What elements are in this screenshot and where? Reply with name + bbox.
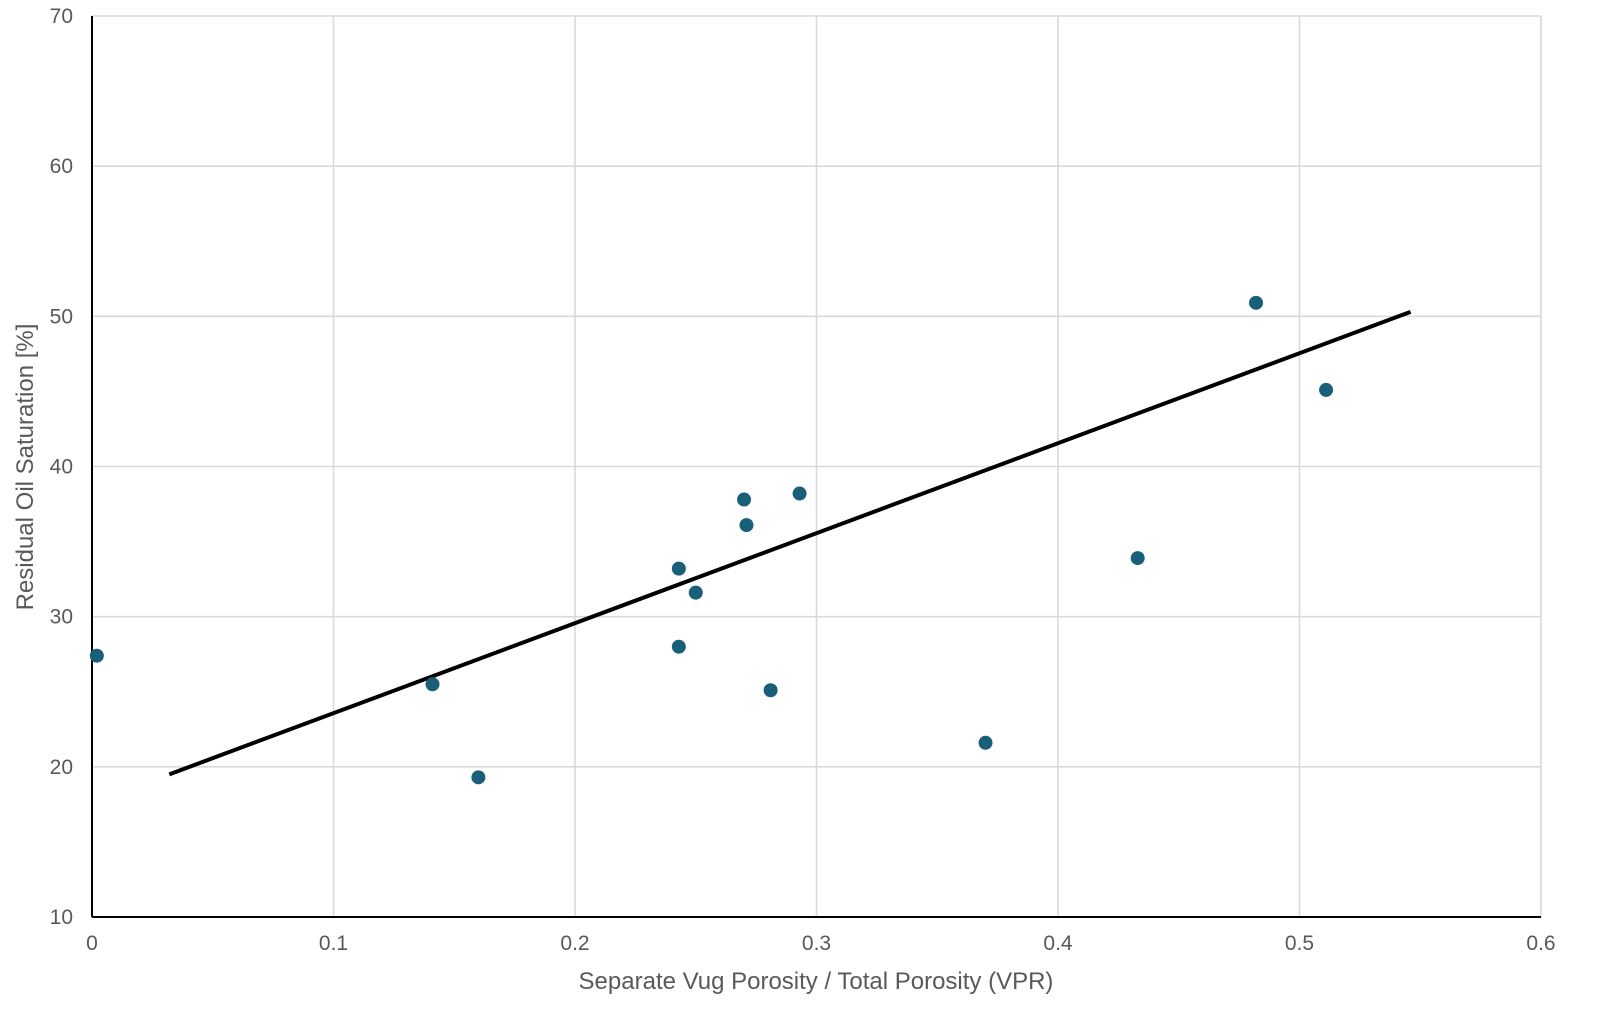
data-point <box>425 677 440 692</box>
y-tick-label: 60 <box>50 155 73 178</box>
x-tick-label: 0.1 <box>319 932 348 955</box>
x-tick-label: 0 <box>86 932 98 955</box>
tick-labels: 0 0.1 0.2 0.3 0.4 0.5 0.6 10 20 30 40 50 60 70 <box>50 5 1556 955</box>
data-point <box>471 770 486 785</box>
y-tick-label: 70 <box>50 5 73 28</box>
data-point <box>671 561 686 576</box>
grid-layer <box>92 15 1542 917</box>
data-point <box>737 492 752 507</box>
data-point <box>688 585 703 600</box>
data-point <box>739 518 754 533</box>
y-tick-label: 20 <box>50 756 73 779</box>
y-tick-label: 50 <box>50 305 73 328</box>
y-tick-label: 10 <box>50 906 73 929</box>
data-point <box>89 648 104 663</box>
data-point <box>671 639 686 654</box>
data-point <box>978 735 993 750</box>
trendline <box>168 309 1412 777</box>
y-tick-label: 30 <box>50 606 73 629</box>
data-points <box>89 295 1334 785</box>
y-tick-label: 40 <box>50 456 73 479</box>
x-tick-label: 0.6 <box>1526 932 1555 955</box>
x-tick-label: 0.3 <box>802 932 831 955</box>
axis-layer <box>91 16 1541 918</box>
x-tick-label: 0.4 <box>1043 932 1073 955</box>
data-point <box>1249 295 1264 310</box>
y-axis-title: Residual Oil Saturation [%] <box>12 324 39 611</box>
x-tick-label: 0.2 <box>560 932 589 955</box>
x-axis-title: Separate Vug Porosity / Total Porosity (… <box>579 968 1054 995</box>
data-point <box>1130 551 1145 566</box>
data-point <box>763 683 778 698</box>
trendline-layer <box>168 309 1412 777</box>
data-point <box>1319 382 1334 397</box>
data-point <box>792 486 807 501</box>
x-tick-label: 0.5 <box>1285 932 1314 955</box>
